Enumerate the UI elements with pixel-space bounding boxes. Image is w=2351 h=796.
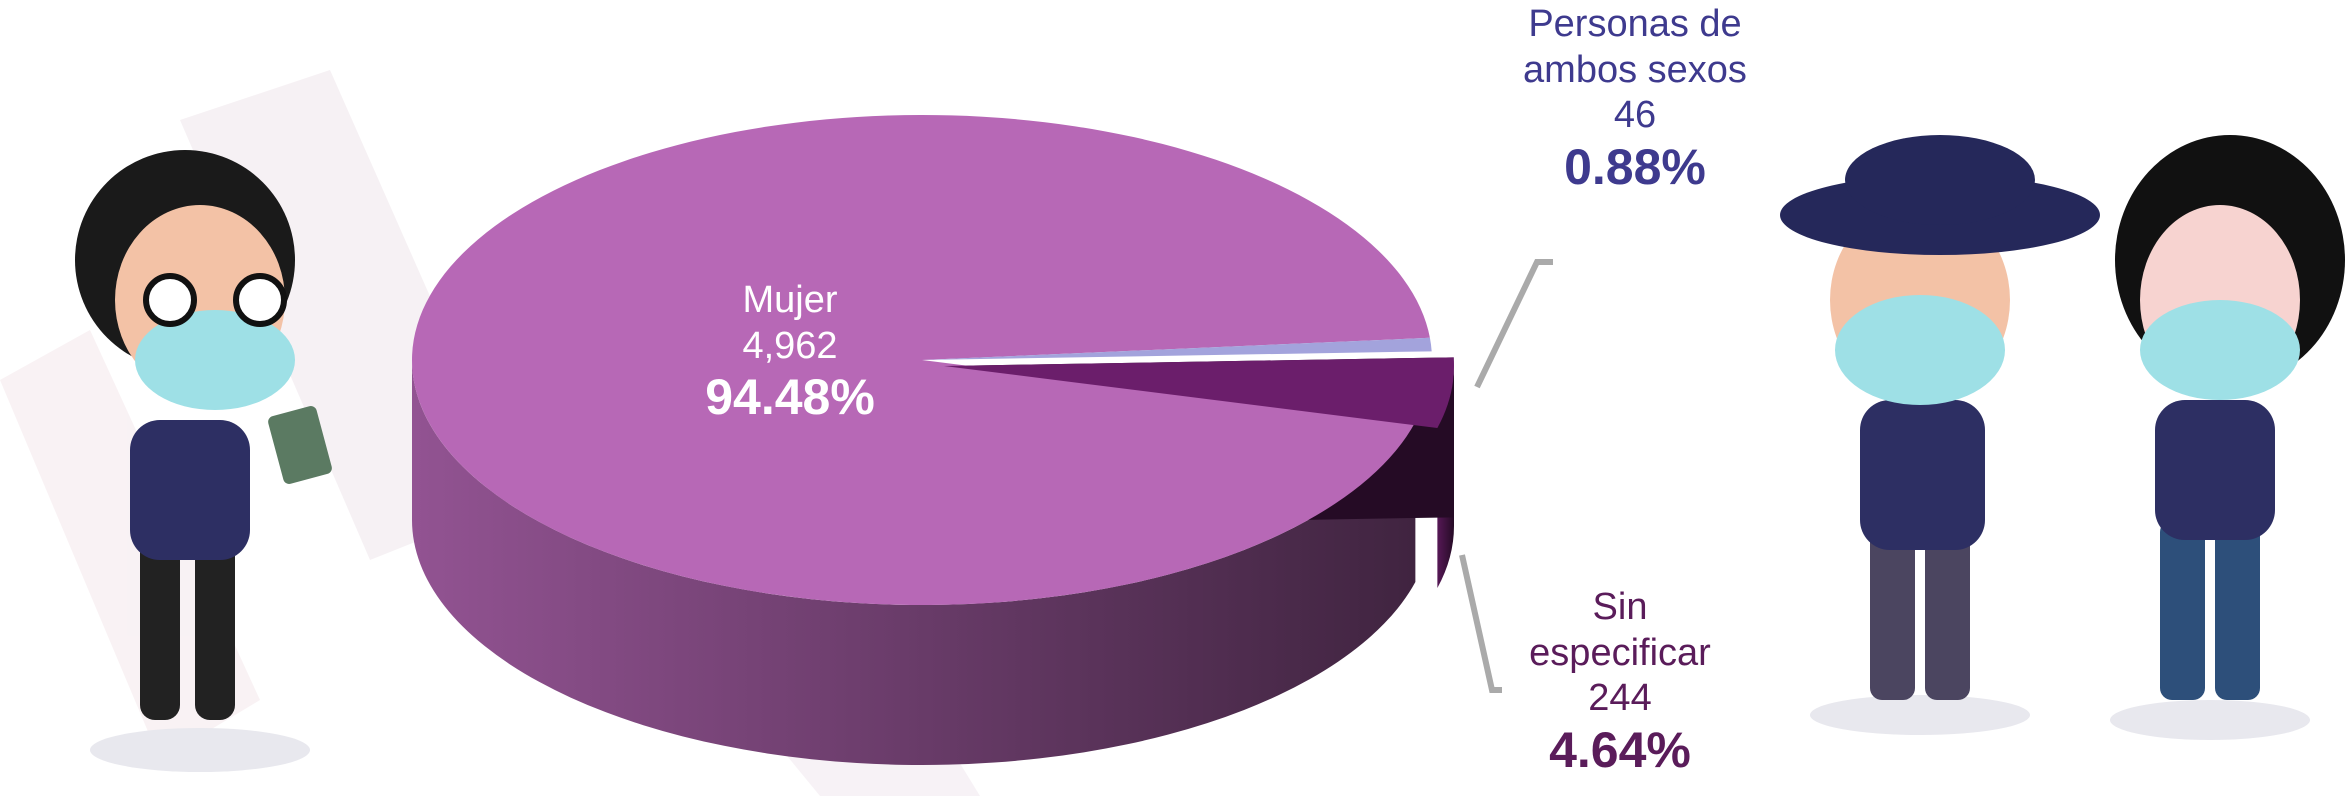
- leader-line: [1462, 555, 1502, 690]
- count-label: 46: [1520, 93, 1750, 139]
- percent-label: 4.64%: [1500, 722, 1740, 780]
- page: Mujer4,96294.48% Personas de ambos sexos…: [0, 0, 2351, 796]
- chart: [0, 0, 2351, 796]
- leader-line: [1477, 262, 1553, 387]
- character-right-man: [1780, 135, 2100, 735]
- count-label: 244: [1500, 676, 1740, 722]
- category-label: Personas de ambos sexos: [1520, 2, 1750, 93]
- percent-label: 0.88%: [1520, 139, 1750, 197]
- percent-label: 94.48%: [640, 369, 940, 427]
- character-right-woman: [2110, 135, 2345, 740]
- count-label: 4,962: [640, 324, 940, 370]
- category-label: Sin especificar: [1500, 585, 1740, 676]
- category-label: Mujer: [640, 278, 940, 324]
